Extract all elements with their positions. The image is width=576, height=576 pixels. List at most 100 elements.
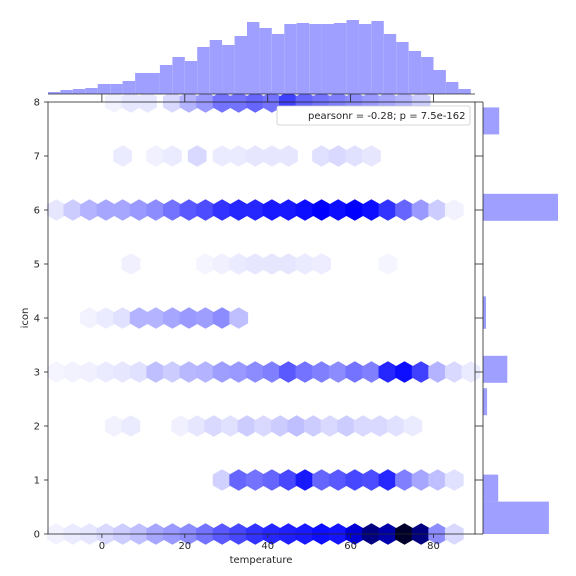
hexbin-layer	[46, 91, 481, 545]
hexbin-cell	[303, 415, 323, 437]
hexbin-cell	[312, 253, 331, 275]
temperature-histogram-bar	[72, 89, 86, 94]
hexbin-cell	[146, 307, 166, 329]
temperature-histogram-bar	[309, 24, 322, 94]
hexbin-cell	[461, 361, 481, 383]
hexbin-cell	[212, 307, 232, 329]
hexbin-cell	[328, 361, 348, 383]
hexbin-cell	[163, 145, 182, 167]
hexbin-cell	[80, 361, 99, 383]
temperature-histogram-bar	[458, 89, 471, 94]
y-tick-label: 5	[34, 260, 40, 271]
temperature-histogram-bar	[383, 34, 397, 94]
y-tick-label: 3	[34, 368, 40, 379]
icon-histogram-bar	[483, 388, 488, 416]
temperature-histogram-bar	[346, 20, 359, 94]
temperature-histogram-bar	[421, 57, 434, 94]
x-tick-label: 80	[427, 541, 440, 552]
hexbin-cell	[279, 469, 298, 491]
hexbin-cell	[270, 415, 290, 437]
hexbin-cell	[444, 361, 464, 383]
hexbin-cell	[212, 145, 232, 167]
hexbin-cell	[245, 145, 265, 167]
temperature-marginal-histogram	[48, 20, 475, 98]
temperature-histogram-bar	[147, 73, 160, 94]
hexbin-cell	[63, 199, 83, 221]
hexbin-cell	[345, 145, 365, 167]
hexbin-cell	[196, 199, 215, 221]
x-tick-label: 20	[178, 541, 191, 552]
icon-marginal-histogram	[479, 101, 558, 535]
hexbin-cell	[362, 361, 381, 383]
hexbin-cell	[444, 469, 464, 491]
y-tick-label: 8	[34, 98, 40, 109]
hexbin-cell	[245, 199, 265, 221]
hexbin-cell	[328, 145, 348, 167]
temperature-histogram-bar	[321, 24, 334, 94]
hexbin-cell	[163, 307, 182, 329]
hexbin-cell	[237, 415, 257, 437]
hexbin-cell	[104, 415, 124, 437]
hexbin-cell	[229, 469, 249, 491]
hexbin-cell	[262, 253, 282, 275]
temperature-histogram-bar	[209, 40, 223, 94]
y-tick-label: 1	[34, 476, 40, 487]
hexbin-cell	[96, 307, 116, 329]
hexbin-cell	[378, 253, 398, 275]
temperature-histogram-bar	[172, 57, 185, 94]
hexbin-cell	[279, 361, 298, 383]
legend-handle	[282, 110, 302, 120]
icon-histogram-bar	[483, 107, 500, 135]
hexbin-cell	[245, 361, 265, 383]
hexbin-cell	[129, 199, 149, 221]
hexbin-cell	[221, 415, 240, 437]
hexbin-cell	[146, 361, 166, 383]
hexbin-cell	[395, 361, 414, 383]
legend-box	[276, 105, 471, 126]
hexbin-cell	[229, 361, 249, 383]
hexbin-cell	[113, 145, 132, 167]
x-tick-label: 40	[261, 541, 274, 552]
temperature-histogram-bar	[271, 34, 285, 94]
hexbin-cell	[403, 415, 423, 437]
icon-histogram-bar	[483, 193, 558, 221]
hexbin-cell	[328, 199, 348, 221]
temperature-histogram-bar	[259, 28, 272, 94]
y-tick-label: 4	[34, 314, 40, 325]
temperature-histogram-bar	[97, 84, 111, 94]
temperature-histogram-bar	[371, 21, 384, 94]
temperature-histogram-bar	[135, 73, 148, 94]
hexbin-cell	[262, 145, 282, 167]
hexbin-cell	[386, 415, 406, 437]
hexbin-cell	[63, 361, 83, 383]
y-tick-label: 0	[34, 530, 40, 541]
hexbin-cell	[345, 199, 365, 221]
hexbin-cell	[411, 361, 431, 383]
hexbin-cell	[312, 361, 331, 383]
y-tick-label: 7	[34, 152, 40, 163]
temperature-histogram-bar	[85, 88, 98, 94]
temperature-histogram-bar	[159, 65, 173, 94]
hexbin-cell	[411, 199, 431, 221]
hexbin-cell	[428, 199, 448, 221]
hexbin-cell	[262, 361, 282, 383]
temperature-histogram-bar	[296, 23, 310, 94]
hexbin-cell	[287, 415, 307, 437]
hexbin-cell	[204, 415, 224, 437]
x-tick-label: 60	[344, 541, 357, 552]
hexbin-cell	[96, 199, 116, 221]
temperature-histogram-bar	[184, 61, 198, 94]
hexbin-cell	[121, 253, 141, 275]
hexbin-cell	[254, 415, 273, 437]
hexbin-cell	[179, 199, 199, 221]
y-axis-label: icon	[20, 308, 31, 329]
hexbin-cell	[46, 199, 66, 221]
hexbin-cell	[196, 253, 215, 275]
hexbin-cell	[279, 199, 298, 221]
hexbin-cell	[295, 469, 315, 491]
hexbin-cell	[378, 199, 398, 221]
hexbin-cell	[411, 469, 431, 491]
temperature-histogram-bar	[433, 70, 446, 94]
hexbin-cell	[196, 307, 215, 329]
icon-histogram-bar	[483, 474, 499, 502]
